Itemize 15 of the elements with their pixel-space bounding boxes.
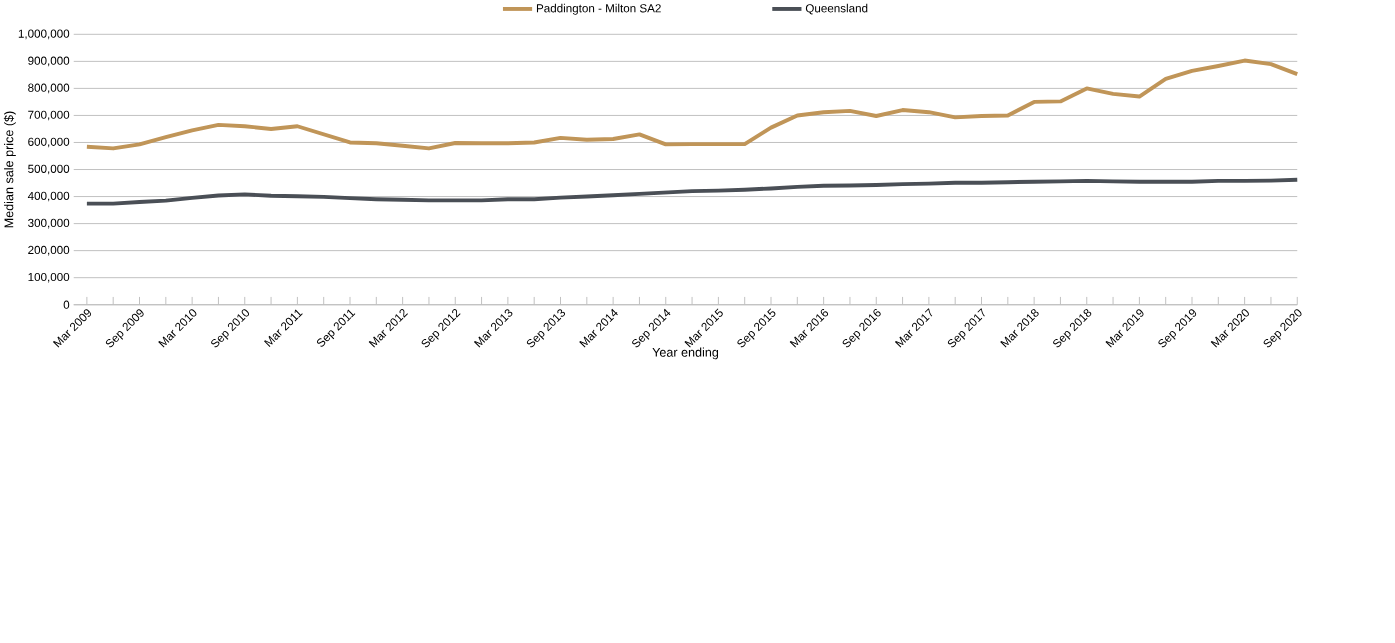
y-tick-label: 700,000 (28, 110, 70, 121)
y-axis-title: Median sale price ($) (3, 111, 16, 228)
y-tick-label: 100,000 (28, 273, 70, 283)
legend-label: Paddington - Milton SA2 (536, 4, 661, 15)
y-tick-label: 400,000 (27, 191, 70, 202)
y-tick-label: 500,000 (28, 164, 70, 175)
y-tick-label: 300,000 (28, 218, 70, 229)
legend-label: Queensland (805, 4, 868, 15)
y-tick-label: 900,000 (28, 56, 70, 67)
y-tick-label: 600,000 (28, 137, 70, 148)
y-tick-label: 200,000 (28, 245, 70, 256)
y-tick-label: 800,000 (28, 83, 70, 94)
y-tick-label: 0 (63, 300, 70, 309)
y-tick-label: 1,000,000 (18, 29, 70, 40)
x-axis-title: Year ending (652, 347, 719, 360)
